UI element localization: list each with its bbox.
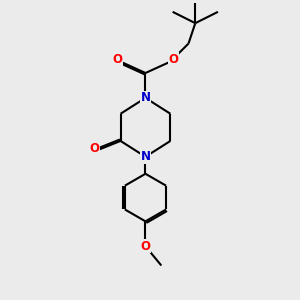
- Text: N: N: [140, 150, 151, 163]
- Text: O: O: [112, 53, 122, 66]
- Text: N: N: [140, 92, 151, 104]
- Text: O: O: [169, 53, 179, 66]
- Text: O: O: [140, 240, 151, 253]
- Text: O: O: [89, 142, 100, 155]
